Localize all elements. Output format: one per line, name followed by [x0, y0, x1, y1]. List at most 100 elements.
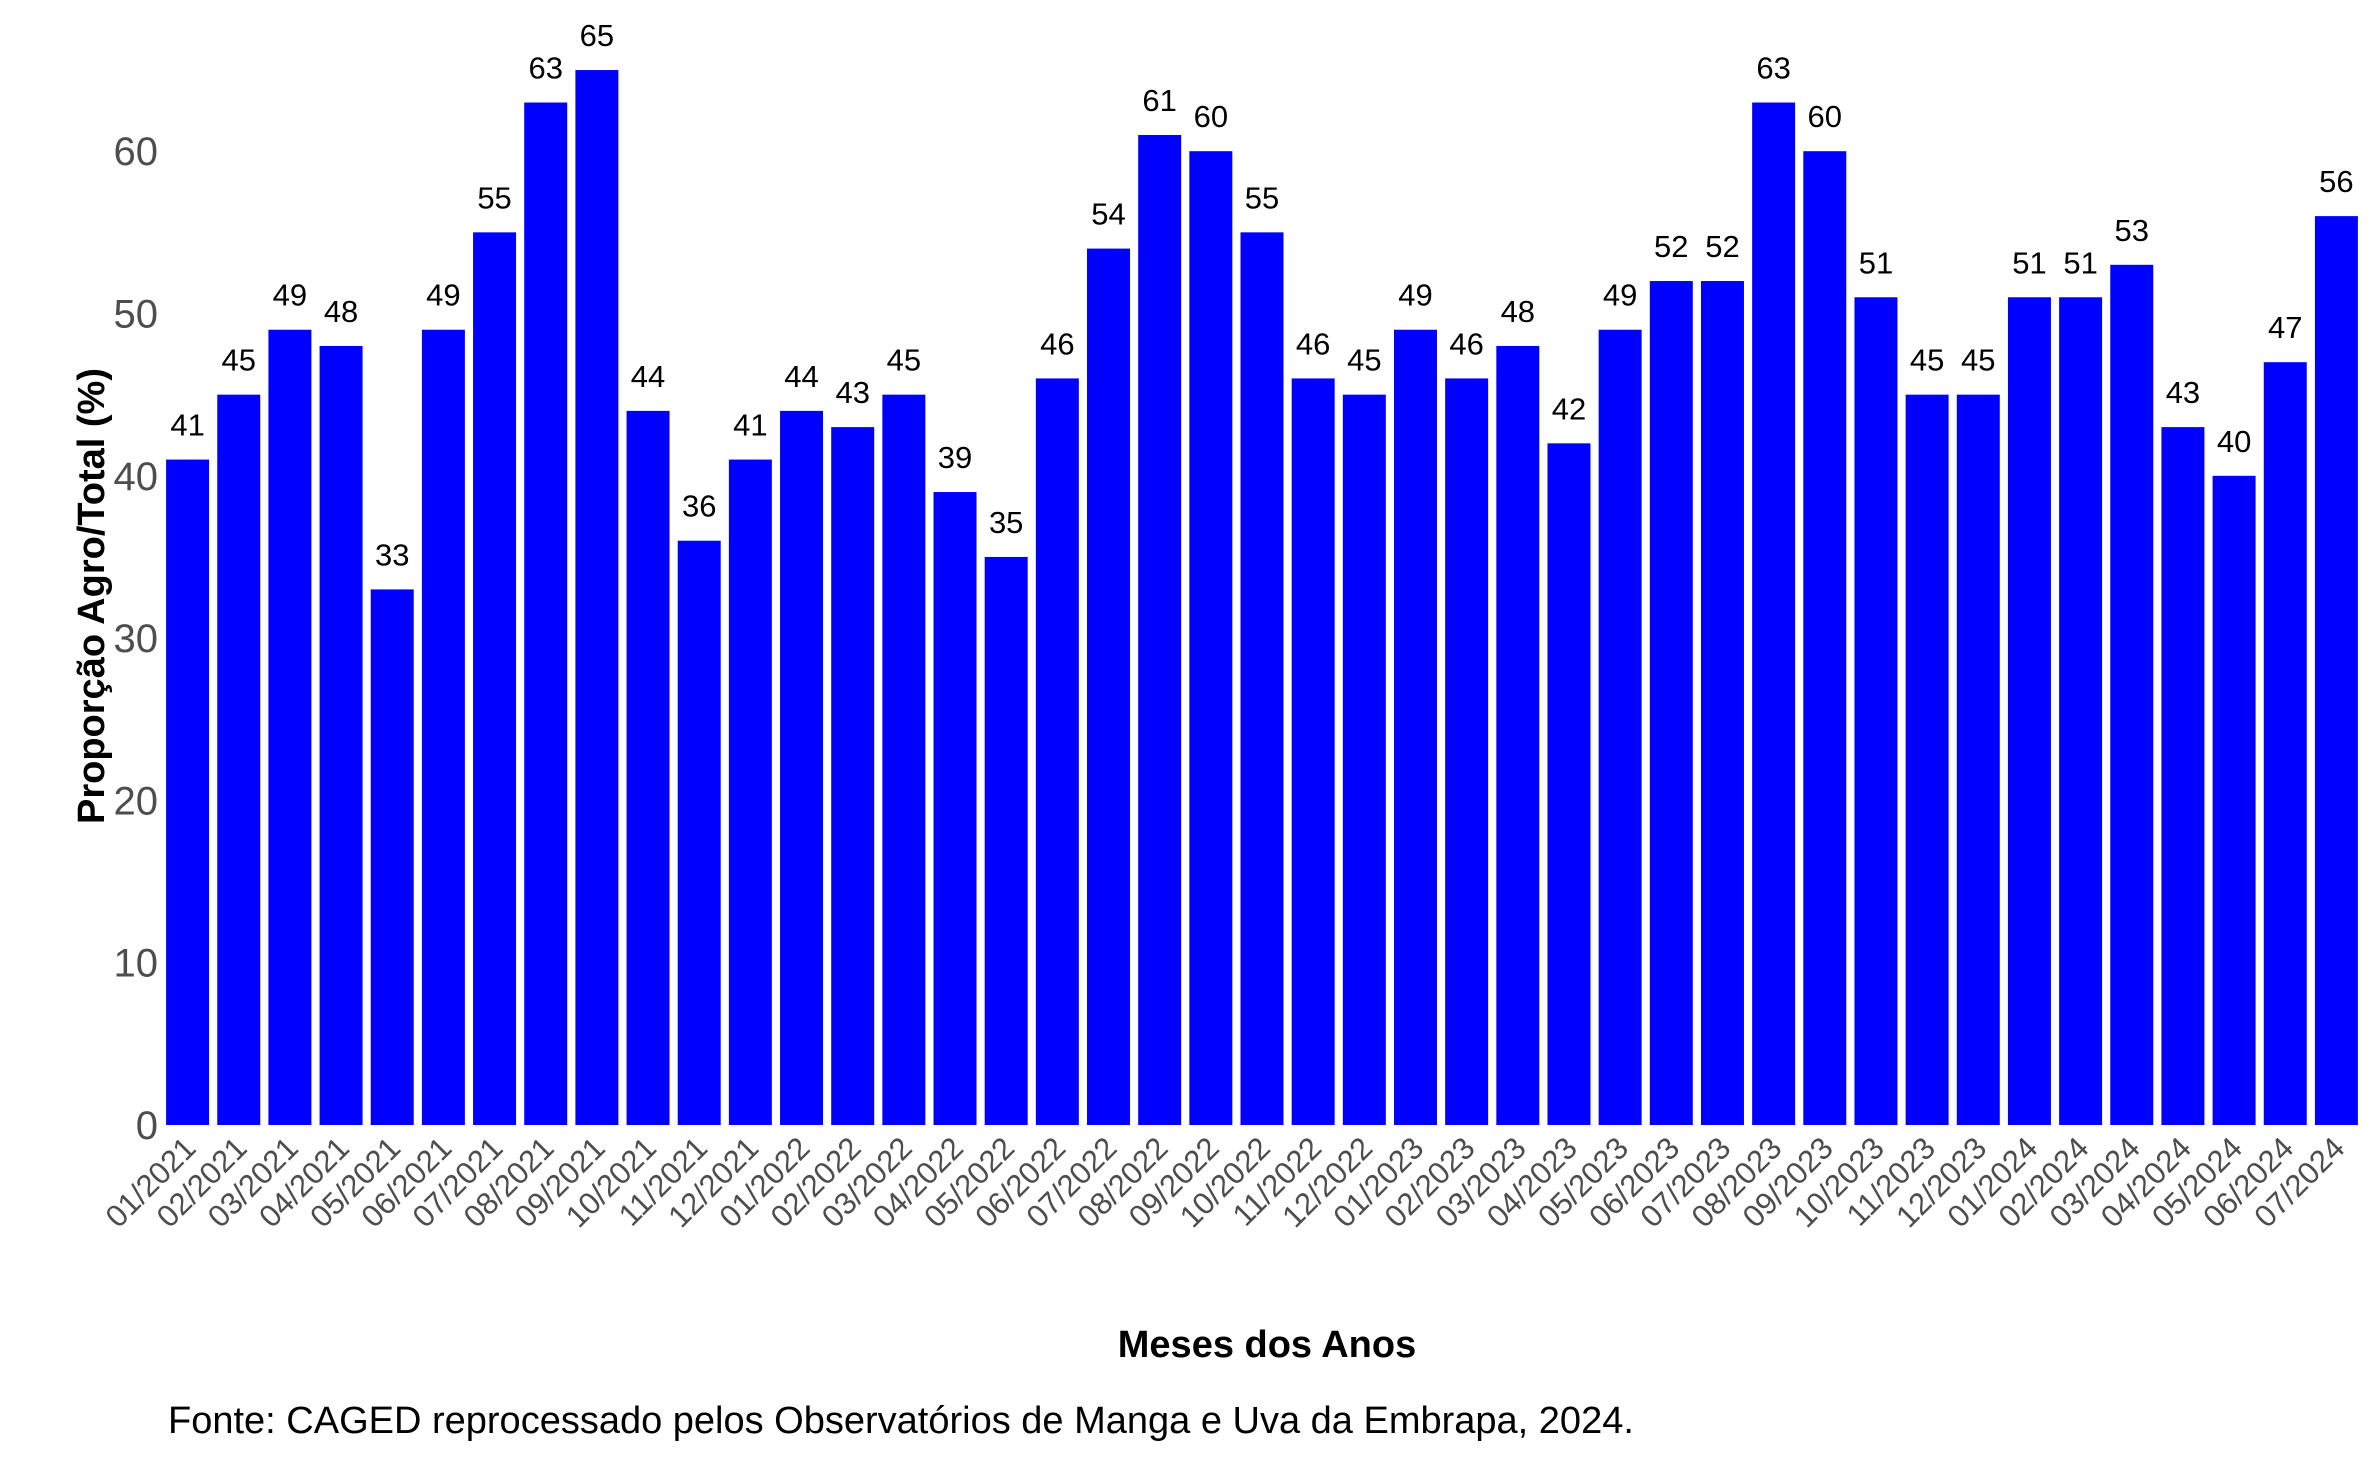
bar	[1752, 102, 1796, 1125]
source-caption: Fonte: CAGED reprocessado pelos Observat…	[168, 1400, 1634, 1442]
bar	[882, 394, 926, 1125]
bar-value-label: 52	[1654, 229, 1688, 264]
data-labels: 41 45 49 48 33 49 55 63 65 44 36 41 44 43 45 39 35 46 54 61…	[170, 18, 2353, 572]
bar-value-label: 40	[2217, 424, 2251, 459]
bar-value-label: 45	[887, 343, 921, 378]
x-axis-title: Meses dos Anos	[1118, 1324, 1416, 1366]
bar	[984, 556, 1028, 1125]
bar	[1649, 281, 1693, 1125]
bar	[780, 410, 824, 1125]
bar	[1138, 134, 1182, 1126]
bar-value-label: 47	[2268, 310, 2302, 345]
bar	[575, 70, 619, 1125]
bar	[217, 394, 261, 1125]
y-tick-label: 10	[114, 942, 159, 986]
bar	[2263, 362, 2307, 1125]
bar	[1087, 248, 1130, 1125]
bar-value-label: 45	[1347, 343, 1381, 378]
bar-value-label: 63	[1756, 51, 1790, 86]
bar-value-label: 51	[2063, 245, 2097, 280]
bar-value-label: 35	[989, 505, 1023, 540]
bar	[1854, 297, 1898, 1125]
bar-value-label: 49	[1603, 278, 1637, 313]
bar	[473, 232, 517, 1126]
y-tick-label: 50	[114, 293, 159, 337]
bar	[2059, 297, 2103, 1125]
bar	[370, 589, 414, 1125]
bar	[268, 329, 312, 1126]
bar	[677, 540, 721, 1125]
bar-value-label: 65	[580, 18, 614, 53]
bar	[1598, 329, 1642, 1126]
bar-value-label: 55	[1245, 180, 1279, 215]
bar-value-label: 46	[1449, 326, 1483, 361]
bar	[728, 459, 772, 1125]
bar	[1803, 151, 1847, 1125]
bar-value-label: 52	[1705, 229, 1739, 264]
bar-value-label: 43	[2166, 375, 2200, 410]
bar-value-label: 55	[477, 180, 511, 215]
bar	[1240, 232, 1284, 1126]
bar	[1035, 378, 1079, 1125]
bar-value-label: 49	[1398, 278, 1432, 313]
bar-value-label: 43	[835, 375, 869, 410]
bar	[2110, 264, 2154, 1125]
bar	[2314, 216, 2358, 1125]
bar-value-label: 46	[1040, 326, 1074, 361]
bar-value-label: 48	[1501, 294, 1535, 329]
y-axis-title: Proporção Agro/Total (%)	[71, 368, 113, 824]
bar-value-label: 33	[375, 537, 409, 572]
bar-value-label: 49	[426, 278, 460, 313]
bar	[421, 329, 465, 1126]
bar-value-label: 45	[221, 343, 255, 378]
bar-value-label: 45	[1961, 343, 1995, 378]
y-tick-label: 60	[114, 130, 159, 174]
bar	[1291, 378, 1335, 1125]
bar	[1700, 281, 1744, 1125]
bar-value-label: 51	[1859, 245, 1893, 280]
bar	[1342, 394, 1386, 1125]
bar	[2161, 427, 2205, 1125]
bar-value-label: 56	[2319, 164, 2353, 199]
bar-value-label: 63	[528, 51, 562, 86]
bar	[1445, 378, 1489, 1125]
bar	[933, 492, 977, 1125]
bar	[2212, 475, 2256, 1125]
bar-value-label: 60	[1808, 99, 1842, 134]
bar	[1905, 394, 1949, 1125]
bar	[1189, 151, 1233, 1125]
bar	[1394, 329, 1437, 1126]
bar-value-label: 44	[631, 359, 665, 394]
bar-value-label: 53	[2115, 213, 2149, 248]
bar	[319, 345, 363, 1126]
bar-value-label: 39	[938, 440, 972, 475]
bar-value-label: 48	[324, 294, 358, 329]
bar	[1956, 394, 2000, 1125]
bar-value-label: 54	[1091, 197, 1125, 232]
bar-value-label: 61	[1142, 83, 1176, 118]
bar-value-label: 46	[1296, 326, 1330, 361]
bar	[1547, 443, 1591, 1126]
bar	[1496, 345, 1540, 1126]
x-axis-ticks: 01/202102/202103/202104/202105/202106/20…	[99, 1130, 2352, 1234]
bar-value-label: 45	[1910, 343, 1944, 378]
bar	[166, 459, 210, 1125]
bar	[831, 427, 875, 1125]
bar-value-label: 49	[273, 278, 307, 313]
bar-value-label: 41	[733, 408, 767, 443]
y-tick-label: 0	[136, 1104, 158, 1148]
bar-value-label: 36	[682, 489, 716, 524]
y-tick-label: 20	[114, 779, 159, 823]
y-axis-ticks: 0 10 20 30 40 50 60	[114, 130, 159, 1148]
bar-value-label: 51	[2012, 245, 2046, 280]
bar-value-label: 60	[1194, 99, 1228, 134]
bar	[2007, 297, 2051, 1125]
y-tick-label: 40	[114, 455, 159, 499]
bar	[626, 410, 670, 1125]
bar-value-label: 41	[170, 408, 204, 443]
bar-value-label: 42	[1552, 391, 1586, 426]
y-tick-label: 30	[114, 617, 159, 661]
bar-value-label: 44	[784, 359, 818, 394]
